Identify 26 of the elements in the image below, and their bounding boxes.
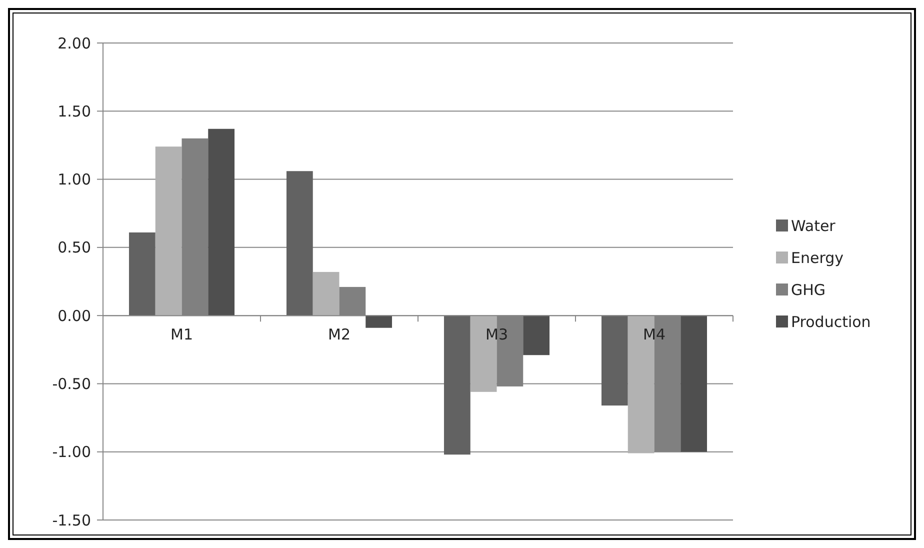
- y-tick-label: 0.00: [58, 306, 91, 325]
- bar: [680, 316, 708, 452]
- y-tick-label: 1.50: [58, 102, 91, 120]
- y-tick-label: -1.50: [52, 511, 91, 530]
- bar: [523, 316, 550, 356]
- y-tick-label: -0.50: [52, 374, 91, 393]
- bar: [366, 316, 392, 328]
- x-tick-label: M4: [643, 326, 666, 344]
- y-tick-label: 2.00: [58, 34, 91, 52]
- legend-label: Production: [791, 312, 871, 331]
- legend-label: Energy: [791, 248, 844, 267]
- bar: [601, 316, 628, 406]
- bar: [155, 146, 182, 316]
- x-tick-label: M1: [170, 326, 193, 344]
- x-tick-label: M2: [328, 326, 350, 344]
- legend-label: GHG: [791, 280, 826, 299]
- y-tick-label: -1.00: [52, 443, 91, 462]
- legend-label: Water: [791, 216, 836, 235]
- y-tick-label: 1.00: [58, 170, 91, 189]
- bar: [444, 316, 470, 455]
- x-tick-label: M3: [486, 326, 508, 344]
- y-tick-label: 0.50: [58, 238, 91, 257]
- bar: [208, 128, 235, 316]
- bar: [286, 171, 313, 316]
- bar: [312, 272, 340, 316]
- bar: [128, 232, 156, 316]
